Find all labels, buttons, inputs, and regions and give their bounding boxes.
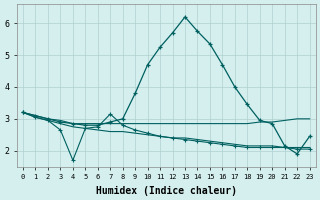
X-axis label: Humidex (Indice chaleur): Humidex (Indice chaleur): [96, 186, 237, 196]
